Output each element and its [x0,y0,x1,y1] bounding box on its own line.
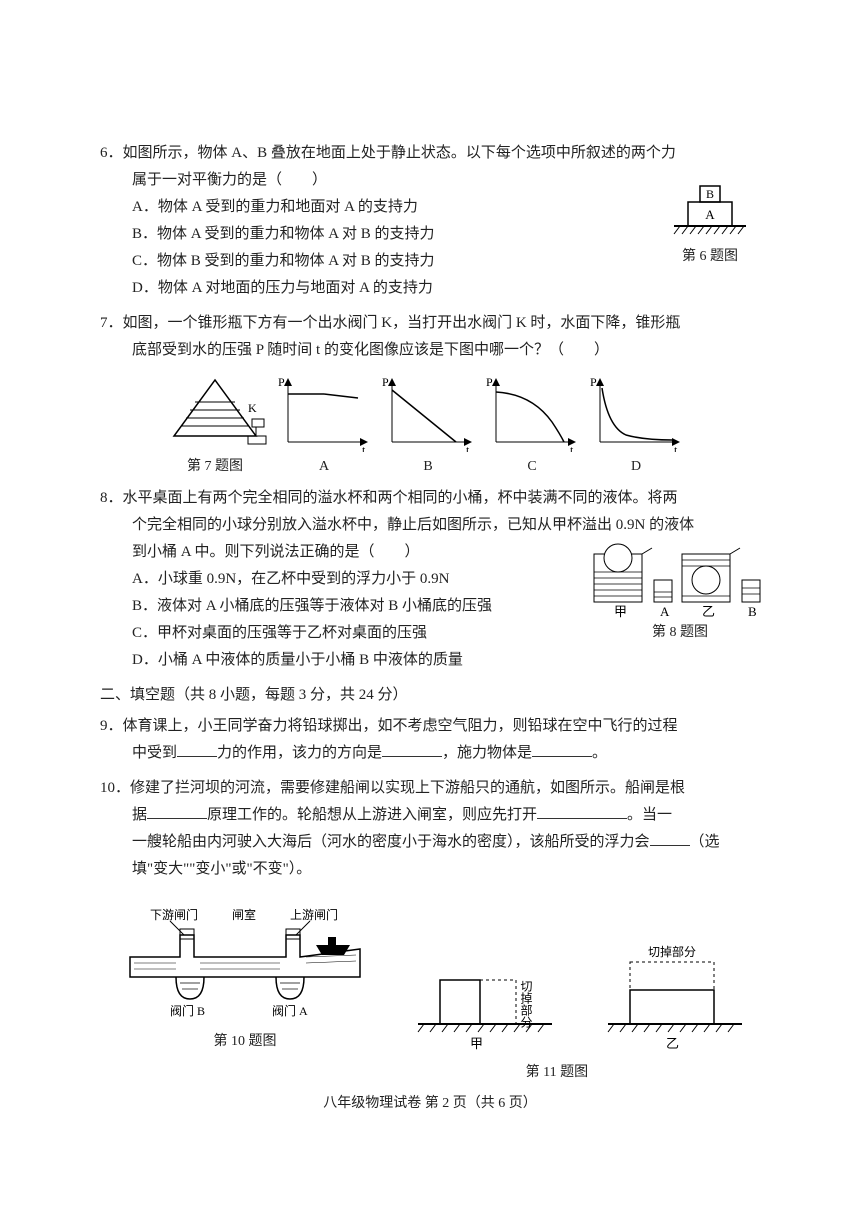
q6-stem-line1: 6．如图所示，物体 A、B 叠放在地面上处于静止状态。以下每个选项中所叙述的两个… [100,140,770,167]
svg-text:t: t [674,443,678,452]
q6-num: 6． [100,145,123,161]
cut-block-jia-icon: 切掉部分 甲 [410,944,560,1054]
q7-chart-a: P t A [274,372,374,479]
stacked-blocks-icon: A B [670,180,750,242]
svg-text:甲: 甲 [614,604,627,618]
q7-lbl-c: C [482,454,582,479]
q8-stem2: 个完全相同的小球分别放入溢水杯中，静止后如图所示，已知从甲杯溢出 0.9N 的液… [100,512,770,539]
svg-text:切掉部分: 切掉部分 [519,980,533,1029]
q7-lbl-d: D [586,454,686,479]
svg-text:切掉部分: 切掉部分 [648,944,696,959]
svg-text:A: A [660,604,670,618]
q8-num: 8． [100,490,123,506]
chart-b-icon: P t [378,372,478,452]
chart-c-icon: P t [482,372,582,452]
q7-charts-row: K 第 7 题图 P t A P t B [160,372,770,479]
q9-stem1: 9．体育课上，小王同学奋力将铅球掷出，如不考虑空气阻力，则铅球在空中飞行的过程 [100,713,770,740]
svg-text:下游闸门: 下游闸门 [150,907,198,922]
figures-10-11-row: 下游闸门 闸室 上游闸门 阀门 B 阀门 A [100,907,770,1054]
svg-text:阀门 B: 阀门 B [170,1003,205,1018]
q8-stem1: 8．水平桌面上有两个完全相同的溢水杯和两个相同的小桶，杯中装满不同的液体。将两 [100,485,770,512]
q10-stem4: 填"变大""变小"或"不变"）。 [100,856,770,883]
ship-lock-icon: 下游闸门 闸室 上游闸门 阀门 B 阀门 A [120,907,370,1027]
q8-fig-label: 第 8 题图 [590,620,770,645]
q10-stem1: 10．修建了拦河坝的河流，需要修建船闸以实现上下游船只的通航，如图所示。船闸是根 [100,775,770,802]
q9-blank3[interactable] [532,742,592,757]
q11-fig-label-row: 第 11 题图 [100,1058,770,1086]
q9-blank1[interactable] [177,742,217,757]
q9-blank2[interactable] [382,742,442,757]
chart-a-icon: P t [274,372,374,452]
question-9: 9．体育课上，小王同学奋力将铅球掷出，如不考虑空气阻力，则铅球在空中飞行的过程 … [100,713,770,767]
question-7: 7．如图，一个锥形瓶下方有一个出水阀门 K，当打开出水阀门 K 时，水面下降，锥… [100,310,770,364]
q10-fig-label: 第 10 题图 [120,1029,370,1054]
block-a-label: A [705,207,715,222]
q8-figure: 甲 A 乙 B 第 8 题图 [590,540,770,645]
svg-text:t: t [362,443,366,452]
flask-icon: K [160,372,270,452]
q10-stem2: 据原理工作的。轮船想从上游进入闸室，则应先打开。当一 [100,802,770,829]
q9-stem2: 中受到力的作用，该力的方向是，施力物体是。 [100,740,770,767]
svg-text:乙: 乙 [702,604,715,618]
section-2-heading: 二、填空题（共 8 小题，每题 3 分，共 24 分） [100,682,770,709]
q10-blank3[interactable] [650,831,690,846]
q6-stem1: 如图所示，物体 A、B 叠放在地面上处于静止状态。以下每个选项中所叙述的两个力 [123,145,676,161]
q7-lbl-b: B [378,454,478,479]
svg-text:闸室: 闸室 [232,907,256,922]
overflow-cups-icon: 甲 A 乙 B [590,540,770,618]
svg-text:P: P [278,375,285,389]
q7-chart-d: P t D [586,372,686,479]
svg-text:K: K [248,401,257,415]
q11-fig-label: 第 11 题图 [407,1060,707,1085]
svg-text:t: t [466,443,470,452]
q7-num: 7． [100,315,123,331]
q10-blank1[interactable] [147,804,207,819]
q7-chart-c: P t C [482,372,582,479]
chart-d-icon: P t [586,372,686,452]
q11-figure-jia: 切掉部分 甲 [410,944,560,1054]
question-10: 10．修建了拦河坝的河流，需要修建船闸以实现上下游船只的通航，如图所示。船闸是根… [100,775,770,883]
q7-stem1: 如图，一个锥形瓶下方有一个出水阀门 K，当打开出水阀门 K 时，水面下降，锥形瓶 [123,315,681,331]
q7-stem-line1: 7．如图，一个锥形瓶下方有一个出水阀门 K，当打开出水阀门 K 时，水面下降，锥… [100,310,770,337]
page-footer: 八年级物理试卷 第 2 页（共 6 页） [0,1091,860,1116]
q8-opt-d: D．小桶 A 中液体的质量小于小桶 B 中液体的质量 [100,647,770,674]
block-b-label: B [706,187,714,201]
q10-figure: 下游闸门 闸室 上游闸门 阀门 B 阀门 A [120,907,370,1054]
q6-fig-label: 第 6 题图 [670,244,750,269]
svg-text:阀门 A: 阀门 A [272,1003,308,1018]
svg-text:t: t [570,443,574,452]
svg-text:P: P [590,375,597,389]
svg-text:乙: 乙 [666,1036,679,1051]
q10-num: 10． [100,780,130,796]
q6-figure: A B 第 6 题图 [670,180,750,269]
q6-opt-d: D．物体 A 对地面的压力与地面对 A 的支持力 [100,275,770,302]
q11-figure-yi: 切掉部分 乙 [600,944,750,1054]
q7-chart-b: P t B [378,372,478,479]
q7-flask-figure: K 第 7 题图 [160,372,270,479]
svg-text:P: P [486,375,493,389]
q7-stem-line2: 底部受到水的压强 P 随时间 t 的变化图像应该是下图中哪一个？（ ） [100,337,770,364]
svg-text:上游闸门: 上游闸门 [290,907,338,922]
svg-text:P: P [382,375,389,389]
q10-stem3: 一艘轮船由内河驶入大海后（河水的密度小于海水的密度），该船所受的浮力会（选 [100,829,770,856]
q7-lbl-a: A [274,454,374,479]
q10-blank2[interactable] [537,804,627,819]
svg-text:甲: 甲 [470,1036,483,1051]
q9-num: 9． [100,718,123,734]
svg-text:B: B [748,604,757,618]
cut-block-yi-icon: 切掉部分 乙 [600,944,750,1054]
q7-flask-label: 第 7 题图 [160,454,270,479]
